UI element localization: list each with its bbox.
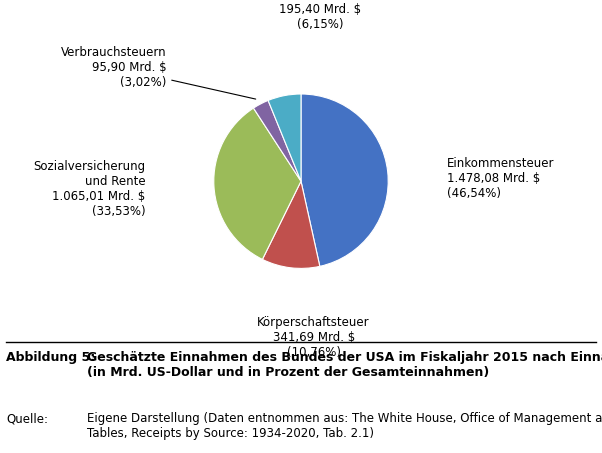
Wedge shape	[301, 94, 388, 266]
Text: Abbildung 5:: Abbildung 5:	[6, 351, 95, 364]
Text: Eigene Darstellung (Daten entnommen aus: The White House, Office of Management a: Eigene Darstellung (Daten entnommen aus:…	[87, 412, 602, 440]
Wedge shape	[214, 108, 301, 260]
Text: Geschätzte Einnahmen des Bundes der USA im Fiskaljahr 2015 nach Einnahmearten
(i: Geschätzte Einnahmen des Bundes der USA …	[87, 351, 602, 379]
Text: Körperschaftsteuer
341,69 Mrd. $
(10,76%): Körperschaftsteuer 341,69 Mrd. $ (10,76%…	[258, 316, 370, 359]
Text: Sozialversicherung
und Rente
1.065,01 Mrd. $
(33,53%): Sozialversicherung und Rente 1.065,01 Mr…	[34, 160, 146, 218]
Text: Quelle:: Quelle:	[6, 412, 48, 425]
Text: Einkommensteuer
1.478,08 Mrd. $
(46,54%): Einkommensteuer 1.478,08 Mrd. $ (46,54%)	[447, 157, 554, 199]
Text: Sonstige
Einnahmen
195,40 Mrd. $
(6,15%): Sonstige Einnahmen 195,40 Mrd. $ (6,15%)	[279, 0, 361, 31]
Wedge shape	[253, 101, 301, 181]
Wedge shape	[268, 94, 301, 181]
Wedge shape	[262, 181, 320, 268]
Text: Verbrauchsteuern
95,90 Mrd. $
(3,02%): Verbrauchsteuern 95,90 Mrd. $ (3,02%)	[61, 46, 256, 99]
